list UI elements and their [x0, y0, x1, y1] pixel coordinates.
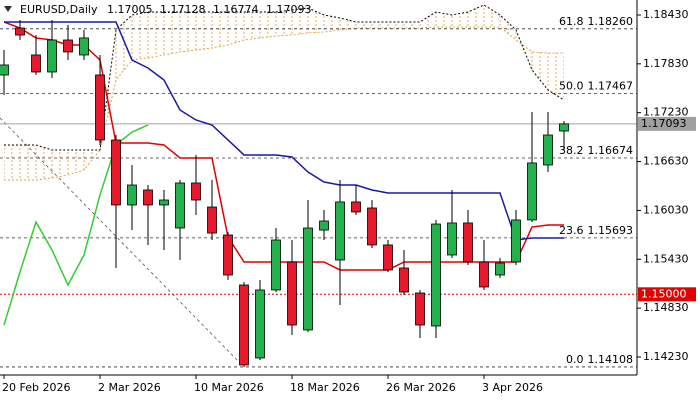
ohlc-open: 1.17005 [107, 3, 153, 16]
ohlc-close: 1.17093 [266, 3, 312, 16]
candle-body [191, 182, 201, 201]
candle-body [31, 54, 41, 73]
fibo-ratio: 38.2 [559, 144, 584, 157]
x-tick-label: 10 Mar 2026 [194, 381, 264, 394]
chart-title: EURUSD,Daily 1.17005 1.17128 1.16774 1.1… [20, 3, 311, 16]
fibo-price: 1.17467 [588, 79, 634, 92]
fibo-ratio: 50.0 [559, 79, 584, 92]
fibo-ratio: 0.0 [566, 353, 584, 366]
indicator-line [3, 124, 149, 326]
candle-body [543, 134, 553, 166]
candle-body [479, 261, 489, 288]
y-tick-label: 1.14230 [643, 350, 689, 363]
fibo-trendline [0, 117, 243, 366]
ohlc-low: 1.16774 [213, 3, 259, 16]
candle-body [15, 27, 25, 36]
fibo-label: 23.6 1.15693 [559, 224, 633, 237]
y-tick-label: 1.14830 [643, 301, 689, 314]
y-tick-label: 1.16630 [643, 155, 689, 168]
senkou-span-a [4, 26, 564, 181]
cloud-fill [4, 4, 564, 180]
y-tick-label: 1.15430 [643, 252, 689, 265]
price-label: 1.17093 [641, 117, 687, 130]
candle-body [239, 284, 249, 366]
candle-body [223, 234, 233, 276]
senkou-span-b [4, 4, 565, 151]
candle-body [399, 267, 409, 293]
candle-body [527, 162, 537, 221]
candle-body [47, 39, 57, 73]
fibo-ratio: 61.8 [559, 15, 584, 28]
plot-area: 61.8 1.18260 50.0 1.17467 38.2 1.16674 23.6 1.1… [0, 4, 637, 368]
candle-body [319, 220, 329, 231]
fibo-price: 1.18260 [588, 15, 634, 28]
candle-body [335, 201, 345, 261]
y-tick-label: 1.18430 [643, 8, 689, 21]
candle-body [271, 239, 281, 291]
price-label-box [638, 287, 696, 302]
fibo-price: 1.15693 [588, 224, 634, 237]
fibo-price: 1.16674 [588, 144, 634, 157]
fibo-label: 0.0 1.14108 [566, 353, 633, 366]
y-tick-label: 1.16030 [643, 203, 689, 216]
x-tick-label: 20 Feb 2026 [2, 381, 70, 394]
symbol: EURUSD,Daily [20, 3, 98, 16]
candle-body [351, 201, 361, 213]
ohlc-high: 1.17128 [160, 3, 206, 16]
x-tick-label: 3 Apr 2026 [482, 381, 543, 394]
candle-body [95, 74, 105, 141]
fibo-label: 50.0 1.17467 [559, 79, 633, 92]
fibo-price: 1.14108 [588, 353, 634, 366]
fibo-ratio: 23.6 [559, 224, 584, 237]
candle-body [111, 139, 121, 206]
arrow-icon [4, 6, 12, 12]
candle-body [143, 189, 153, 206]
candle-body [463, 222, 473, 263]
candle-body [175, 182, 185, 229]
price-label-box [638, 116, 696, 131]
candle-body [63, 39, 73, 53]
x-tick-label: 2 Mar 2026 [98, 381, 161, 394]
fibo-label: 61.8 1.18260 [559, 15, 633, 28]
candle-body [255, 289, 265, 359]
y-tick-label: 1.17230 [643, 106, 689, 119]
y-tick-label: 1.17830 [643, 57, 689, 70]
candle-body [207, 206, 217, 234]
fibo-label: 38.2 1.16674 [559, 144, 633, 157]
candle-body [559, 123, 569, 132]
candle-body [383, 244, 393, 271]
x-tick-label: 18 Mar 2026 [290, 381, 360, 394]
candle-body [79, 37, 89, 56]
candle-body [303, 227, 313, 331]
candle-body [287, 261, 297, 326]
x-tick-label: 26 Mar 2026 [386, 381, 456, 394]
candle-body [159, 199, 169, 206]
candle-body [415, 292, 425, 326]
price-label: 1.15000 [641, 287, 687, 300]
candle-body [495, 262, 505, 276]
candle-body [127, 184, 137, 206]
candle-body [447, 222, 457, 256]
candle-body [431, 223, 441, 327]
indicator-line [4, 21, 564, 241]
candle-body [511, 219, 521, 263]
candle-body [0, 64, 9, 76]
candle-body [367, 207, 377, 246]
